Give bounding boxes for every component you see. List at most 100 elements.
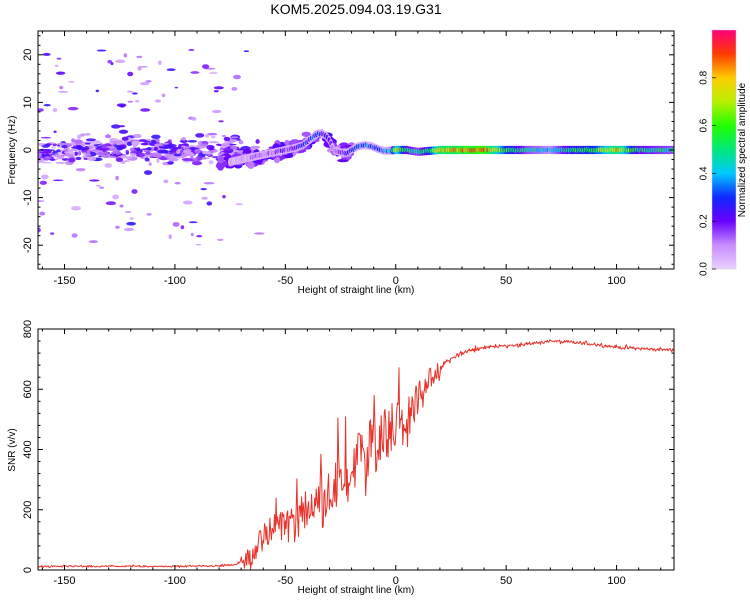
spectrogram-cell-92 [40,174,49,180]
spectrogram-cell-495 [113,153,117,157]
spectrogram-cell-460 [69,154,75,158]
spectrogram-cell-59 [231,86,238,91]
spectrogram-cell-476 [144,157,150,162]
spectrogram-cell-313 [145,80,152,83]
spectrogram-cell-444 [206,201,213,206]
spectrogram-cell-201 [111,124,121,129]
spectrogram-cell-488 [64,148,69,152]
spectrogram-cell-179 [130,150,140,154]
snr-x-label: Height of straight line (km) [298,585,415,596]
y-tick-label: -10 [22,190,34,206]
spectrogram-cell-479 [108,137,118,142]
spectrogram-cell-497 [96,146,103,148]
spectrogram-cell-471 [119,104,126,108]
spectrogram-cell-515 [108,141,114,145]
spectrogram-cell-66 [38,108,44,112]
spectrogram-cell-312 [125,150,129,152]
y-tick-label: 600 [22,380,34,398]
spectrogram-cell-394 [154,99,162,103]
spectrogram-cell-400 [56,154,65,160]
spectrogram-cell-491 [194,148,202,154]
spectrogram-cell-194 [213,86,224,90]
spectrogram-cell-34 [201,196,208,200]
spectrogram-cell-415 [127,100,133,103]
spectrogram-cell-375 [43,103,51,107]
spectrogram-cell-343 [221,134,227,137]
spectrogram-cell-407 [208,72,219,74]
spectrogram-cell-463 [157,149,169,154]
spectrogram-cell-286 [217,238,224,242]
spectrogram-cell-332 [202,156,207,160]
snr-panel: -150 -100 -50 0 50 100 0 200 400 600 800 Height o… [7,320,675,596]
spectrogram-cell-508 [85,138,97,142]
spectrogram-cell-486 [52,143,57,147]
x-tick-label: 100 [607,575,625,587]
spectrogram-cell-331 [85,142,91,145]
x-tick-label: -150 [53,575,75,587]
y-tick-label: -20 [22,237,34,253]
spectrogram-cell-311 [116,146,123,151]
x-tick-label: -100 [164,575,186,587]
x-tick-label: 50 [500,275,512,287]
spectrogram-cell-294 [64,152,71,157]
spectrogram-cell-470 [61,145,68,149]
spectrogram-cell-501 [96,151,106,156]
spectrogram-cell-363 [119,204,124,208]
spectrogram-cell-513 [187,139,198,143]
snr-y-axis: 0 200 400 600 800 [22,320,674,573]
x-tick-label: 50 [500,575,512,587]
spectrogram-cell-465 [185,149,192,152]
spectrogram-cell-248 [136,149,140,152]
spectrogram-cell-662 [286,153,294,159]
spectrogram-cell-511 [220,142,230,147]
spectrogram-cell-449 [181,157,192,162]
spectrogram-cell-138 [129,217,134,220]
spectrogram-cell-82 [74,151,78,156]
spectrogram-cell-241 [57,142,68,146]
spectrogram-cell-328 [98,155,102,158]
spectrogram-cell-428 [202,64,210,69]
spectrogram-cell-514 [130,153,137,156]
spectrogram-cell-503 [208,141,219,144]
spectrogram-cell-258 [51,146,56,149]
colorbar-label: Normalized spectral amplitude [737,82,748,217]
spectrogram-cell-255 [84,133,91,136]
spectrogram-y-axis: -20 -10 0 10 20 [22,35,674,265]
spectrogram-cell-110 [41,161,52,164]
snr-y-label: SNR (v/v) [7,428,18,471]
spectrogram-cell-512 [131,141,141,145]
spectrogram-cell-0 [166,68,176,72]
spectrogram-marks [38,48,674,246]
spectrogram-cell-397 [205,133,210,138]
spectrogram-cell-109 [191,160,203,166]
spectrogram-cell-474 [90,140,102,145]
spectrogram-cell-489 [55,161,66,164]
spectrogram-cell-373 [168,234,172,240]
spectrogram-cell-369 [105,133,111,139]
spectrogram-cell-432 [140,156,145,160]
spectrogram-cell-167 [203,181,215,185]
spectrogram-cell-417 [213,90,219,93]
spectrogram-cell-298 [151,139,156,144]
spectrogram-cell-316 [53,150,58,154]
spectrogram-cell-362 [49,158,56,162]
spectrogram-cell-35 [88,240,99,243]
spectrogram-cell-79 [118,129,129,134]
spectrogram-cell-49 [39,211,46,216]
spectrogram-cell-473 [167,157,179,162]
spectrogram-cell-87 [114,59,126,64]
spectrogram-cell-467 [44,156,52,160]
spectrogram-cell-280 [56,57,62,60]
spectrogram-cell-442 [140,108,151,112]
spectrogram-cell-70 [174,86,179,89]
colorbar-frame [711,29,737,270]
spectrogram-cell-420 [243,50,250,53]
spectrogram-cell-260 [140,81,150,86]
spectrogram-cell-506 [146,213,152,216]
spectrogram-cell-490 [52,179,64,182]
colorbar-tick-label: 0.8 [699,70,710,84]
spectrogram-cell-354 [52,108,58,113]
spectrogram-cell-302 [135,100,140,103]
y-tick-label: 800 [22,320,34,338]
spectrogram-cell-355 [123,160,130,162]
